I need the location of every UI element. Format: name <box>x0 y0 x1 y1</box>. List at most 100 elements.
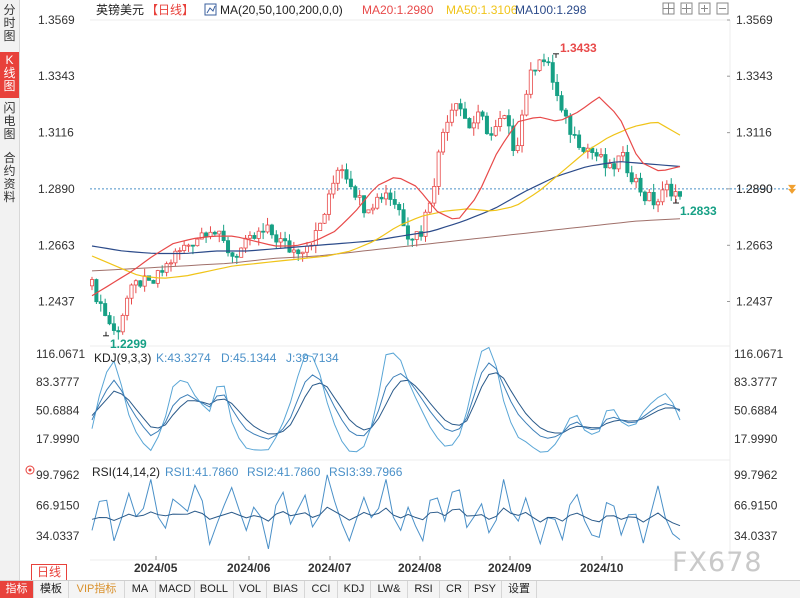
candle <box>261 223 266 240</box>
candle <box>568 113 573 143</box>
candle <box>226 236 231 257</box>
tab-k-line[interactable]: K线图 <box>0 52 19 98</box>
tab-contract-info[interactable]: 合约资料 <box>0 152 19 212</box>
template-button[interactable]: 模板 <box>34 581 69 598</box>
candle <box>467 117 472 129</box>
candle <box>155 269 160 288</box>
tab-flash-chart-label: 闪电图 <box>3 101 16 141</box>
candle <box>331 175 336 199</box>
ma-button[interactable]: MA <box>125 581 156 598</box>
candle <box>133 279 138 294</box>
vol-button[interactable]: VOL <box>234 581 267 598</box>
kdj-left-tick-label: 83.3777 <box>36 375 80 389</box>
candle <box>138 280 143 288</box>
ma100-line <box>91 161 681 255</box>
candle <box>322 212 327 224</box>
rsi3-line <box>91 506 681 527</box>
header: 英镑美元 【日线】 MA(20,50,100,200,0,0) MA20:1.2… <box>96 2 587 17</box>
candle <box>340 164 345 179</box>
candle <box>107 312 112 326</box>
candle <box>362 195 367 218</box>
date-tick-label: 2024/07 <box>308 561 352 575</box>
candle <box>524 90 529 117</box>
candle <box>239 247 244 258</box>
candle <box>151 279 156 284</box>
candle <box>462 101 467 119</box>
candle <box>620 146 625 162</box>
zoom-out-icon[interactable] <box>716 2 729 15</box>
kdj-d-line <box>91 372 681 435</box>
last-low-marker: 1.2833 <box>673 199 717 218</box>
bias-button[interactable]: BIAS <box>267 581 305 598</box>
candle <box>629 165 634 185</box>
kdj-tick-label: 50.6884 <box>734 404 778 418</box>
zoom-in-icon[interactable] <box>698 2 711 15</box>
period-tag[interactable]: 【日线】 <box>146 3 194 17</box>
candle <box>616 155 621 173</box>
indicator-toolbar: 指标 模板 VIP指标 MA MACD BOLL VOL BIAS CCI KD… <box>0 580 800 598</box>
tab-flash-chart[interactable]: 闪电图 <box>0 102 19 146</box>
cci-button[interactable]: CCI <box>305 581 338 598</box>
date-tick-label: 2024/05 <box>134 561 178 575</box>
psy-button[interactable]: PSY <box>469 581 502 598</box>
candle <box>537 59 542 72</box>
price-left-tick-label: 1.2437 <box>38 294 75 308</box>
candle <box>559 91 564 113</box>
grid-icon[interactable] <box>662 2 675 15</box>
candles <box>90 53 683 340</box>
current-price-arrow-icon <box>788 184 796 190</box>
candle <box>125 295 130 321</box>
price-left-tick-label: 1.3116 <box>38 126 74 140</box>
boll-button[interactable]: BOLL <box>195 581 234 598</box>
candle <box>480 110 485 121</box>
candle <box>375 193 380 210</box>
ma-toggle-icon[interactable] <box>204 3 217 16</box>
price-tick-label: 1.3343 <box>736 69 773 83</box>
candle <box>318 222 323 231</box>
cr-button[interactable]: CR <box>440 581 469 598</box>
candle <box>335 167 340 192</box>
candle <box>498 110 503 132</box>
candle <box>489 126 494 141</box>
kdj-button[interactable]: KDJ <box>338 581 371 598</box>
candle <box>90 276 95 291</box>
candle <box>195 237 200 247</box>
macd-button[interactable]: MACD <box>156 581 195 598</box>
candle <box>515 137 520 154</box>
candle <box>678 191 683 200</box>
lw-button[interactable]: LW& <box>371 581 408 598</box>
ma100-value: MA100:1.298 <box>515 3 587 17</box>
rsi1-value: RSI1:41.7860 <box>165 465 239 479</box>
high-marker: 1.3433 <box>553 41 597 58</box>
rsi-settings-icon[interactable] <box>25 465 35 475</box>
tab-time-chart[interactable]: 分时图 <box>0 4 19 48</box>
indicator-button[interactable]: 指标 <box>0 581 34 598</box>
rsi-header: RSI(14,14,2) RSI1:41.7860 RSI2:41.7860 R… <box>25 465 403 479</box>
vip-indicator-button[interactable]: VIP指标 <box>69 581 125 598</box>
candle <box>449 103 454 127</box>
tab-time-chart-label: 分时图 <box>3 3 16 43</box>
rsi-button[interactable]: RSI <box>408 581 440 598</box>
candle <box>388 189 393 206</box>
candle <box>326 189 331 221</box>
candle <box>484 112 489 135</box>
candle <box>669 178 674 201</box>
candle <box>599 148 604 159</box>
ma200-line <box>91 218 681 272</box>
candle <box>392 190 397 209</box>
settings-button[interactable]: 设置 <box>502 581 537 598</box>
candle <box>305 241 310 258</box>
kdj-panel <box>91 346 681 453</box>
candle <box>120 313 125 335</box>
symbol-title: 英镑美元 <box>96 2 144 17</box>
candle <box>287 234 292 253</box>
candle <box>506 109 511 135</box>
period-selector[interactable]: 日线 <box>31 564 67 581</box>
candle <box>647 189 652 202</box>
kdj-tick-label: 116.0671 <box>734 347 783 361</box>
price-tick-label: 1.2890 <box>736 182 773 196</box>
candle <box>370 203 375 215</box>
crosshair-icon[interactable] <box>680 2 693 15</box>
candle <box>383 185 388 206</box>
window-tool-icons <box>662 2 729 15</box>
